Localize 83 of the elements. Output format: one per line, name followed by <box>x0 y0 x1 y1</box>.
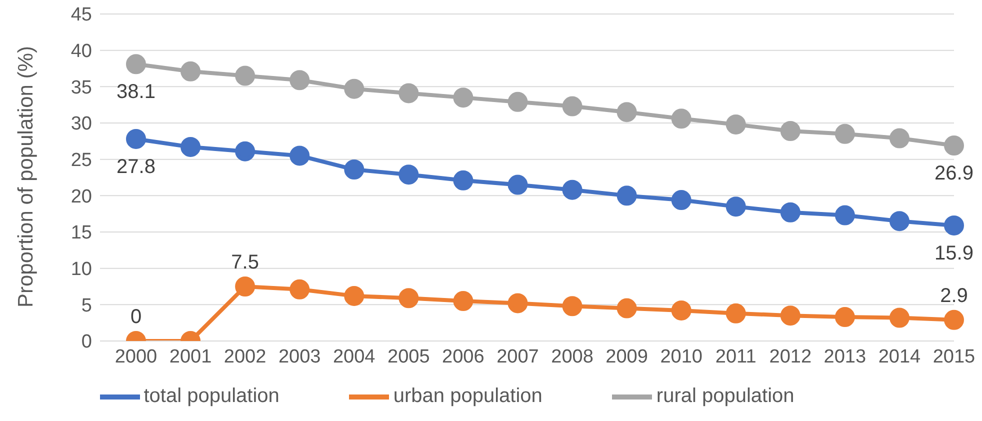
point <box>834 124 855 144</box>
point <box>290 279 310 300</box>
point <box>834 307 855 328</box>
y-axis-title: Proportion of population (%) <box>14 46 38 308</box>
point <box>944 310 964 330</box>
point <box>889 128 910 148</box>
x-tick-label: 2000 <box>114 346 158 368</box>
point <box>562 296 582 316</box>
x-tick-label: 2003 <box>278 346 321 368</box>
y-tick-label: 35 <box>70 77 92 98</box>
data-label: 26.9 <box>934 162 974 185</box>
x-tick-label: 2012 <box>769 346 812 368</box>
point <box>126 128 146 149</box>
y-tick-label: 5 <box>81 295 92 316</box>
point <box>344 78 364 99</box>
x-tick-label: 2010 <box>660 346 702 368</box>
point <box>344 286 364 306</box>
point <box>235 276 256 296</box>
data-label: 38.1 <box>116 81 156 104</box>
point <box>889 211 910 232</box>
point <box>671 108 692 129</box>
point <box>562 180 582 200</box>
x-tick-label: 2001 <box>169 346 212 368</box>
point <box>290 70 310 90</box>
point <box>780 202 800 222</box>
y-tick-label: 40 <box>70 41 92 62</box>
point <box>344 160 364 180</box>
point <box>180 136 201 157</box>
y-tick-label: 15 <box>70 222 92 244</box>
y-tick-label: 45 <box>70 4 92 26</box>
y-tick-label: 20 <box>70 186 92 208</box>
point <box>290 146 310 166</box>
x-tick-label: 2011 <box>715 346 756 368</box>
legend-label: total population <box>144 385 280 408</box>
point <box>616 298 637 318</box>
legend-label: rural population <box>656 385 794 408</box>
legend-label: urban population <box>393 385 542 408</box>
point <box>398 288 419 308</box>
point <box>726 303 746 324</box>
point <box>780 120 800 141</box>
point <box>126 54 146 74</box>
point <box>616 186 637 206</box>
y-tick-label: 0 <box>81 332 92 353</box>
point <box>671 190 692 210</box>
point <box>453 170 474 190</box>
point <box>235 66 256 86</box>
point <box>508 174 528 195</box>
point <box>508 92 528 112</box>
y-tick-label: 10 <box>70 259 92 280</box>
point <box>944 136 964 156</box>
data-label: 15.9 <box>934 242 974 264</box>
x-tick-label: 2005 <box>388 346 430 368</box>
point <box>398 83 419 104</box>
point <box>508 293 528 314</box>
point <box>398 164 419 185</box>
x-tick-label: 2004 <box>332 346 376 368</box>
x-tick-label: 2014 <box>878 346 922 368</box>
y-tick-label: 25 <box>70 150 92 172</box>
x-tick-label: 2002 <box>224 346 266 368</box>
data-label: 0 <box>130 306 142 328</box>
point <box>616 102 637 122</box>
data-label: 7.5 <box>231 252 259 274</box>
data-label: 27.8 <box>116 156 156 178</box>
y-tick-label: 30 <box>70 114 92 135</box>
point <box>453 291 474 312</box>
point <box>726 196 746 217</box>
x-tick-label: 2009 <box>606 346 648 368</box>
x-tick-label: 2007 <box>496 346 539 368</box>
x-tick-label: 2006 <box>442 346 484 368</box>
x-tick-label: 2015 <box>932 346 976 368</box>
x-tick-label: 2008 <box>551 346 594 368</box>
point <box>889 308 910 328</box>
point <box>834 205 855 226</box>
point <box>453 88 474 108</box>
point <box>780 306 800 326</box>
point <box>944 215 964 236</box>
point <box>235 141 256 162</box>
point <box>180 61 201 82</box>
data-label: 2.9 <box>940 284 968 307</box>
point <box>671 300 692 320</box>
point <box>562 96 582 116</box>
x-tick-label: 2013 <box>824 346 866 368</box>
point <box>726 114 746 134</box>
